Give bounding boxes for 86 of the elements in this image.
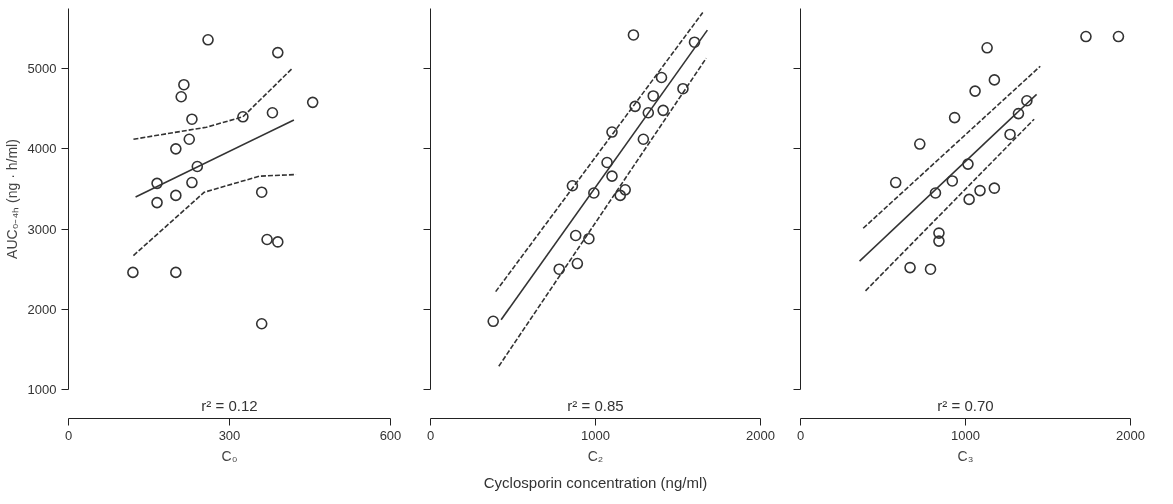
x-tick-label: 0 (796, 427, 805, 443)
y-tick-label: 4000 (27, 141, 57, 157)
point (948, 111, 961, 124)
point (1012, 107, 1025, 120)
y-tick-label: 5000 (27, 61, 57, 77)
text: r² = 0.12 (201, 396, 258, 414)
point (642, 106, 655, 119)
x-axis-title: C₂ (587, 447, 604, 464)
point (266, 106, 279, 119)
point (178, 78, 190, 91)
point (655, 71, 668, 84)
point (889, 176, 902, 189)
point (677, 82, 689, 95)
point (237, 110, 249, 123)
point (553, 263, 565, 275)
x-axis-title: C₀ (221, 447, 238, 464)
point (272, 46, 284, 59)
y-tick-label: 3000 (27, 221, 57, 237)
x-tick-label: 2000 (746, 427, 775, 443)
point (127, 266, 139, 279)
point (569, 229, 582, 242)
point (571, 257, 584, 270)
point (962, 158, 974, 170)
point (969, 85, 981, 97)
point (255, 186, 268, 198)
point (647, 90, 660, 102)
point (606, 170, 618, 182)
x-tick-label: 1000 (951, 427, 980, 443)
point (619, 183, 631, 196)
point (151, 196, 163, 209)
point (924, 263, 937, 275)
x-tick-label: 600 (379, 427, 402, 443)
x-tick-label: 0 (426, 427, 435, 443)
point (981, 42, 993, 54)
point (933, 227, 945, 239)
point (629, 100, 641, 113)
point (988, 74, 1001, 86)
y-tick-label: 1000 (27, 382, 57, 397)
point (186, 113, 198, 125)
line-series (132, 67, 294, 141)
point (913, 138, 926, 150)
point (202, 33, 214, 46)
point (191, 160, 204, 173)
point (186, 176, 198, 189)
x-tick-label: 2000 (1116, 427, 1145, 443)
point (904, 261, 916, 274)
line-series (132, 173, 297, 257)
point (606, 126, 618, 138)
point (1021, 94, 1033, 107)
point (183, 133, 196, 146)
point (933, 235, 945, 247)
point (688, 36, 701, 48)
y-tick-label: 2000 (27, 301, 57, 317)
point (1112, 30, 1125, 43)
text: Cyclosporin concentration (ng/ml) (483, 473, 708, 491)
point (963, 193, 975, 206)
x-tick-label: 300 (218, 427, 241, 443)
point (657, 104, 669, 117)
point (566, 179, 579, 192)
point (1004, 128, 1016, 141)
y-axis-title: AUC₀₋₄ₕ (ng · h/ml) (3, 139, 20, 259)
point (974, 184, 986, 197)
text: r² = 0.70 (937, 396, 994, 414)
point (946, 175, 959, 187)
x-tick-label: 0 (64, 427, 73, 443)
point (170, 143, 182, 155)
point (601, 156, 613, 169)
text: r² = 0.85 (567, 396, 624, 414)
point (306, 96, 319, 109)
point (588, 187, 600, 199)
point (583, 232, 595, 245)
point (261, 233, 273, 246)
point (988, 182, 1001, 194)
point (170, 189, 182, 202)
x-axis-title: C₃ (957, 447, 974, 464)
point (272, 236, 284, 248)
point (255, 317, 268, 330)
point (175, 90, 187, 103)
point (170, 266, 182, 279)
point (151, 177, 163, 190)
point (614, 189, 627, 202)
point (1080, 30, 1092, 43)
point (637, 133, 650, 146)
point (929, 187, 942, 199)
x-tick-label: 1000 (581, 427, 610, 443)
point (627, 29, 640, 41)
